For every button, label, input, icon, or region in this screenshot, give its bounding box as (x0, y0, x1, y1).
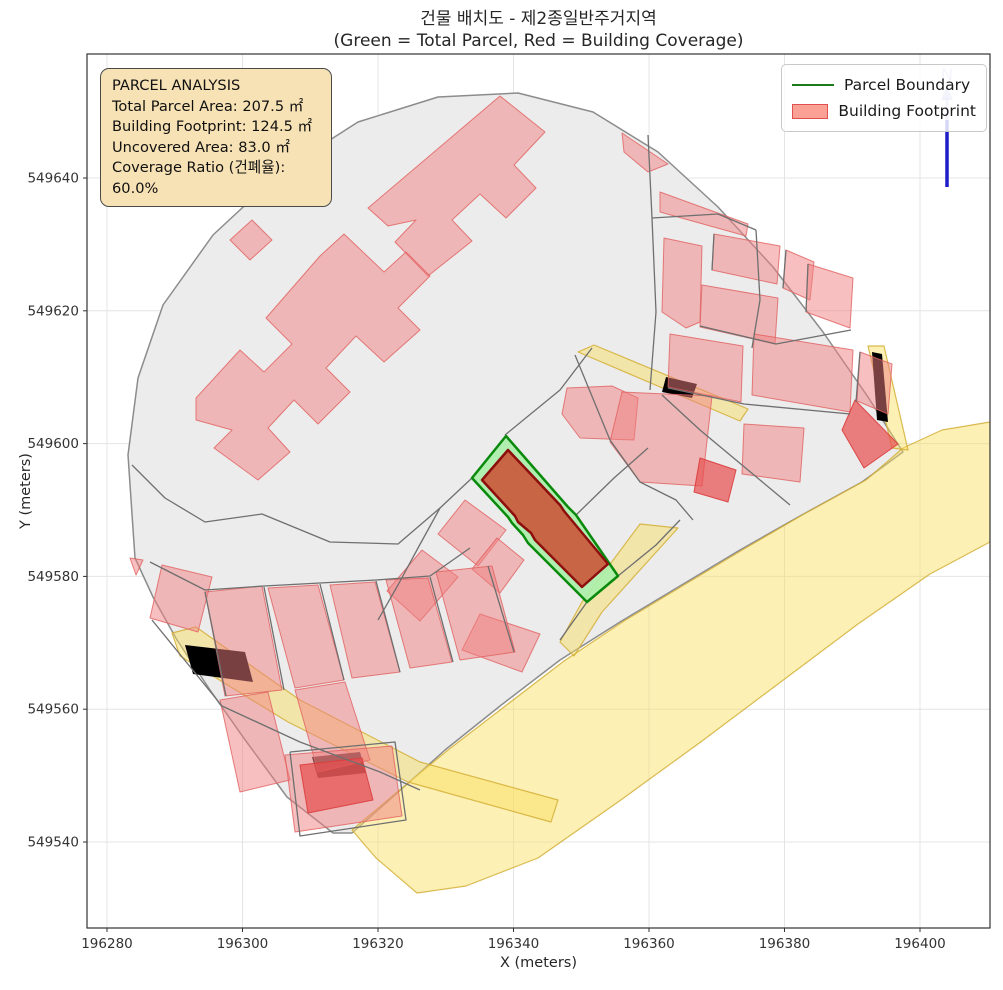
parcel-analysis-line: Coverage Ratio (건폐율): 60.0% (112, 159, 286, 197)
target-building-0 (480, 448, 610, 589)
parcel-lines-0 (131, 464, 473, 545)
parcel-lines-1 (377, 507, 441, 621)
map-layers (127, 92, 990, 894)
parcel-analysis-line: Building Footprint: 124.5 ㎡ (112, 118, 313, 135)
parcel-lines-6 (647, 134, 657, 391)
roads-3 (559, 523, 679, 657)
parcel-lines-10 (667, 387, 851, 415)
buildings-9 (667, 333, 744, 403)
parcel-analysis-line: Total Parcel Area: 207.5 ㎡ (112, 97, 304, 115)
building-footprint-patch-swatch (792, 103, 829, 119)
buildings-14 (609, 391, 713, 487)
parcel-lines-11 (661, 394, 791, 506)
parcel-lines-23 (487, 565, 515, 653)
parcel-analysis-line: Uncovered Area: 83.0 ㎡ (112, 138, 290, 156)
parcel-lines-14 (805, 263, 809, 313)
parcel-lines-25 (289, 741, 407, 837)
layer-roads (171, 344, 990, 894)
layer-buildings-dark (299, 399, 899, 814)
buildings-dark-1 (693, 457, 737, 503)
tick-label-x: 196380 (759, 936, 811, 952)
parcel-lines-20 (319, 583, 345, 681)
y-axis-label: Y (meters) (18, 453, 34, 529)
layer-parcel-lines (131, 134, 861, 837)
buildings-21 (149, 564, 213, 633)
legend-item-parcel-boundary: Parcel Boundary (792, 72, 976, 98)
parcel-analysis-box: PARCEL ANALYSIS Total Parcel Area: 207.5… (100, 68, 332, 207)
buildings-20 (129, 557, 144, 576)
parcel-lines-2 (504, 347, 593, 436)
parcel-lines-7 (651, 213, 757, 231)
parcel-lines-8 (751, 229, 761, 349)
title-block: 건물 배치도 - 제2종일반주거지역 (Green = Total Parcel… (87, 8, 990, 52)
buildings-dark-2 (299, 757, 374, 814)
tick-label-y: 549580 (27, 569, 79, 585)
x-axis-label: X (meters) (499, 955, 578, 971)
buildings-dark-0 (841, 399, 899, 469)
buildings-4 (661, 237, 703, 329)
buildings-2 (229, 219, 273, 261)
parcel-analysis-title: PARCEL ANALYSIS (112, 77, 241, 94)
parcel-lines-5 (559, 601, 588, 641)
tick-label-y: 549600 (27, 436, 79, 452)
parcel-lines-19 (263, 586, 285, 691)
parcel-lines-17 (855, 351, 861, 403)
parcel-lines-16 (609, 439, 694, 521)
legend-item-building-footprint: Building Footprint (792, 98, 976, 124)
tick-label-y: 549640 (27, 171, 79, 187)
legend-item-label: Building Footprint (838, 102, 976, 120)
plot-border (86, 53, 991, 929)
buildings-12 (621, 132, 669, 173)
parcel-lines-22 (429, 576, 454, 663)
parcel-boundary-line-swatch (792, 84, 834, 86)
parcel-lines-15 (574, 354, 611, 441)
parcel-lines-24 (151, 619, 421, 791)
parcel-lines-21 (375, 580, 401, 673)
tick-label-x: 196280 (81, 936, 133, 952)
roads-0 (351, 421, 990, 894)
buildings-3 (659, 191, 749, 237)
page-title: 건물 배치도 - 제2종일반주거지역 (420, 9, 657, 29)
page-subtitle: (Green = Total Parcel, Red = Building Co… (333, 31, 744, 51)
buildings-1 (195, 233, 431, 481)
buildings-15 (741, 423, 805, 483)
parcel-lines-9 (699, 325, 852, 345)
parcel-lines-4 (617, 519, 681, 577)
parcel-lines-12 (711, 233, 715, 271)
tick-label-y: 549560 (27, 702, 79, 718)
tick-label-y: 549620 (27, 303, 79, 319)
parcel-lines-13 (782, 249, 787, 289)
legend: Parcel Boundary Building Footprint (781, 64, 987, 132)
parcel-lines-3 (575, 447, 649, 516)
tick-label-y: 549540 (27, 835, 79, 851)
tick-label-x: 196300 (217, 936, 269, 952)
tick-label-x: 196340 (488, 936, 540, 952)
tick-label-x: 196360 (623, 936, 675, 952)
legend-item-label: Parcel Boundary (844, 76, 971, 94)
parcel-lines-26 (149, 547, 471, 591)
parcel-lines-18 (204, 591, 227, 697)
tick-label-x: 196400 (894, 936, 946, 952)
layer-buildings (129, 95, 893, 833)
tick-label-x: 196320 (352, 936, 404, 952)
buildings-25 (385, 577, 453, 669)
layer-target-building (480, 448, 610, 589)
buildings-0 (367, 95, 546, 277)
